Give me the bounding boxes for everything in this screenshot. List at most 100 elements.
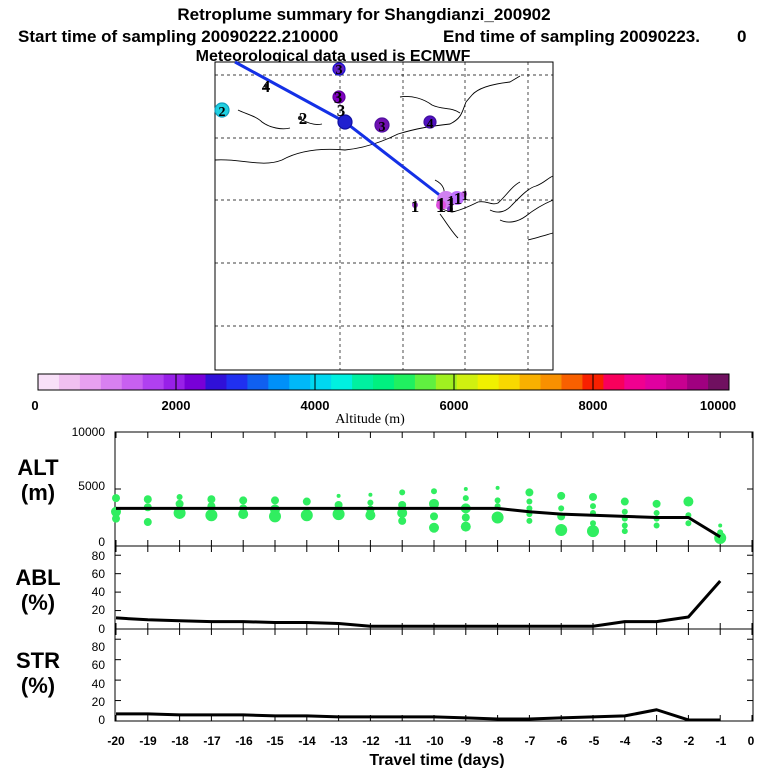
altitude-particle-point [557, 491, 566, 500]
colorbar-tick: 0 [31, 398, 38, 413]
colorbar-swatch [645, 374, 667, 390]
x-tick: -1 [716, 734, 727, 748]
colorbar-swatch [414, 374, 437, 390]
map-label-day3-c: 3 [337, 101, 346, 120]
altitude-particle-point [302, 497, 311, 506]
altitude-particle-point [587, 525, 599, 538]
str-panel-frame [114, 628, 754, 722]
abl-ytick: 20 [92, 603, 106, 617]
abl-panel-label: ABL [15, 565, 60, 590]
altitude-particle-point [365, 510, 376, 521]
altitude-particle-point [590, 520, 596, 527]
colorbar-swatch [624, 374, 646, 390]
altitude-particle-point [526, 498, 533, 505]
altitude-particle-point [112, 494, 120, 503]
str-ytick: 20 [92, 695, 106, 709]
altitude-particle-point [143, 518, 152, 527]
colorbar-xlabel: Altitude (m) [335, 412, 405, 427]
altitude-particle-point [621, 522, 628, 529]
altitude-particle-point [367, 499, 374, 506]
altitude-particle-point [461, 513, 470, 522]
start-time-label: Start time of sampling 20090222.210000 [18, 27, 338, 46]
x-tick: -4 [620, 734, 631, 748]
alt-ytick: 5000 [78, 479, 105, 493]
altitude-particle-point [332, 508, 345, 521]
x-tick: -14 [298, 734, 316, 748]
colorbar-swatch [561, 374, 583, 390]
colorbar-swatch [310, 374, 332, 390]
alt-series-line [116, 506, 721, 539]
x-tick: -20 [107, 734, 125, 748]
altitude-particle-point [397, 507, 408, 518]
colorbar-swatch [268, 374, 290, 390]
x-tick: -15 [266, 734, 284, 748]
colorbar-swatch [456, 374, 479, 390]
altitude-particle-point [368, 492, 373, 497]
x-tick: -18 [171, 734, 189, 748]
altitude-particle-point [525, 488, 534, 497]
altitude-particle-point [590, 503, 596, 510]
colorbar-swatch [331, 374, 353, 390]
colorbar-swatch [352, 374, 374, 390]
colorbar-swatch [205, 374, 227, 390]
x-tick: -3 [652, 734, 663, 748]
altitude-particle-point [462, 495, 469, 502]
abl-panel-frame [114, 545, 754, 630]
colorbar-swatch [498, 374, 521, 390]
str-ytick: 80 [92, 640, 106, 654]
altitude-particle-point [173, 506, 186, 519]
altitude-particle-point [653, 522, 660, 529]
x-tick: -5 [589, 734, 600, 748]
alt-panel-unit: (m) [21, 480, 55, 505]
str-ytick: 60 [92, 658, 106, 672]
altitude-particle-point [430, 512, 438, 521]
str-series-line [116, 708, 721, 722]
alt-ytick: 0 [98, 535, 105, 549]
altitude-particle-point [205, 509, 218, 522]
altitude-particle-point [238, 509, 249, 520]
colorbar-swatch [477, 374, 500, 390]
colorbar-swatch [184, 374, 207, 390]
altitude-particle-point [207, 495, 216, 504]
str-ytick: 40 [92, 677, 106, 691]
altitude-particle-point [300, 509, 313, 522]
map-label-day1-d: 1 [454, 189, 463, 208]
colorbar-swatch [540, 374, 562, 390]
x-tick: -16 [235, 734, 253, 748]
colorbar-swatch [519, 374, 542, 390]
trajectory-map: 4 3 3 3 3 4 2 2 1 1 1 1 1 1 [214, 60, 554, 371]
altitude-particle-point [495, 485, 500, 490]
colorbar-tick: 2000 [162, 398, 191, 413]
altitude-particle-point [621, 528, 628, 535]
colorbar-swatch [603, 374, 625, 390]
trajectory-segment-2 [344, 120, 447, 202]
colorbar-swatch [38, 374, 60, 390]
altitude-particle-point [175, 499, 184, 508]
colorbar-swatch [289, 374, 311, 390]
x-tick: -10 [426, 734, 444, 748]
altitude-particle-point [494, 497, 501, 504]
str-panel-label: STR [16, 648, 60, 673]
str-ytick: 0 [98, 713, 105, 727]
altitude-particle-point [652, 499, 661, 508]
colorbar-swatch [373, 374, 395, 390]
map-label-day1-f: 1 [462, 189, 469, 204]
altitude-particle-point [112, 514, 120, 523]
altitude-particle-point [589, 492, 597, 501]
x-tick: -8 [493, 734, 504, 748]
colorbar-swatch [226, 374, 248, 390]
map-label-day1-b: 1 [436, 193, 447, 217]
x-axis-label: Travel time (days) [369, 752, 504, 768]
altitude-particle-point [431, 488, 437, 495]
met-data-label: Meteorological data used is ECMWF [196, 48, 471, 65]
map-marker-day1-d [412, 202, 418, 208]
alt-ytick: 10000 [72, 425, 106, 439]
map-marker-day1-c [436, 200, 446, 210]
map-label-day4: 4 [262, 77, 271, 96]
abl-ytick: 80 [92, 549, 106, 563]
map-marker-day2-b [298, 116, 302, 120]
colorbar-swatch [435, 374, 458, 390]
end-time-label: End time of sampling 20090223. [443, 27, 700, 46]
altitude-particle-point [491, 511, 504, 524]
x-tick: -6 [557, 734, 568, 748]
